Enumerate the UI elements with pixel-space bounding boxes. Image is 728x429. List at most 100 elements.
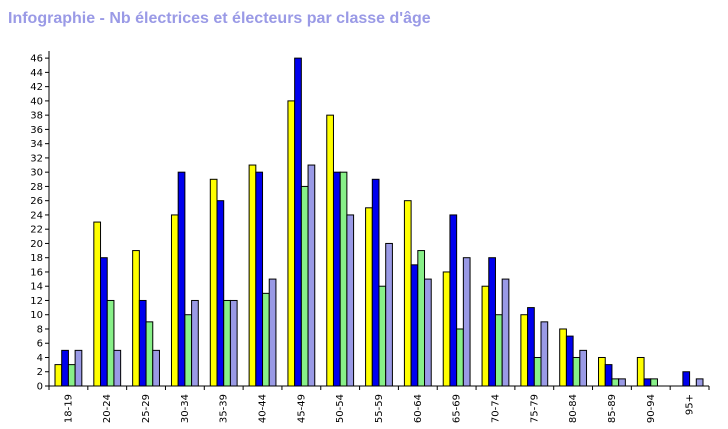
bar-45-49-s4: [307, 164, 316, 387]
bar-85-89-s3: [611, 378, 620, 387]
x-tick-label: 18-19: [63, 394, 74, 423]
bar-45-49-s3: [300, 185, 309, 387]
bar-70-74-s1: [481, 285, 490, 387]
bar-75-79-s1: [520, 314, 529, 387]
bar-18-19-s1: [54, 364, 63, 387]
bar-90-94-s1: [636, 356, 645, 387]
x-tick-label: 50-54: [335, 394, 346, 423]
bar-35-39-s1: [209, 178, 218, 387]
y-tick-label: 30: [30, 168, 43, 179]
bar-50-54-s1: [326, 114, 334, 387]
x-tick-label: 80-84: [568, 394, 579, 423]
bar-40-44-s2: [255, 171, 264, 387]
bar-20-24-s3: [106, 299, 115, 387]
bar-55-59-s4: [385, 242, 393, 387]
bar-85-89-s4: [618, 378, 626, 387]
bar-25-29-s1: [132, 250, 140, 387]
bar-60-64-s4: [424, 278, 432, 387]
y-tick-label: 6: [37, 339, 43, 350]
bar-35-39-s3: [223, 299, 231, 387]
bar-60-64-s2: [410, 264, 419, 387]
bar-25-29-s2: [138, 299, 147, 387]
x-tick-label: 95+: [685, 394, 696, 415]
y-tick-label: 38: [30, 111, 43, 122]
y-tick-label: 8: [37, 324, 43, 335]
bar-65-69-s3: [456, 328, 464, 387]
bar-50-54-s4: [346, 214, 355, 387]
y-tick-label: 12: [30, 296, 43, 307]
x-tick-label: 40-44: [258, 394, 269, 423]
bar-40-44-s1: [248, 164, 257, 387]
bar-25-29-s3: [145, 321, 154, 387]
x-tick-label: 55-59: [374, 394, 385, 423]
bar-75-79-s2: [527, 307, 535, 387]
y-tick-label: 42: [30, 82, 43, 93]
y-tick-label: 22: [30, 225, 43, 236]
bar-18-19-s4: [74, 349, 83, 387]
bar-20-24-s2: [100, 257, 108, 387]
bar-65-69-s1: [442, 271, 451, 387]
bar-18-19-s3: [67, 364, 76, 387]
x-axis: 18-19 20-24 25-29 30-34 35-39 40-44 45-49 50-54…: [48, 385, 710, 423]
bar-85-89-s1: [598, 356, 606, 387]
bar-50-54-s3: [339, 171, 348, 387]
x-tick-label: 25-29: [141, 394, 152, 423]
bar-30-34-s1: [170, 214, 179, 387]
bar-35-39-s2: [216, 200, 225, 387]
bar-85-89-s2: [604, 364, 613, 387]
bar-30-34-s4: [191, 299, 199, 387]
x-tick-label: 70-74: [490, 394, 501, 423]
x-tick-label: 20-24: [102, 394, 113, 423]
bar-95+-s4: [695, 378, 704, 387]
bar-45-49-s2: [294, 57, 302, 387]
y-tick-label: 46: [30, 54, 43, 65]
bar-35-39-s4: [229, 299, 238, 387]
x-tick-label: 85-89: [607, 394, 618, 423]
y-axis: 0246810121416182022242628303234363840424…: [30, 51, 50, 393]
y-tick-label: 2: [37, 367, 43, 378]
y-tick-label: 14: [30, 282, 43, 293]
bar-75-79-s3: [533, 356, 542, 387]
x-tick-label: 35-39: [219, 394, 230, 423]
bar-70-74-s4: [501, 278, 510, 387]
bar-55-59-s3: [378, 285, 387, 387]
bar-18-19-s2: [61, 349, 69, 387]
bar-70-74-s2: [488, 257, 496, 387]
x-tick-label: 45-49: [296, 394, 307, 423]
y-tick-label: 26: [30, 196, 43, 207]
y-tick-label: 0: [37, 382, 43, 393]
y-tick-label: 10: [30, 310, 43, 321]
y-tick-label: 34: [30, 139, 43, 150]
bar-65-69-s2: [449, 214, 458, 387]
y-tick-label: 40: [30, 96, 43, 107]
bar-45-49-s1: [287, 100, 296, 387]
y-tick-label: 32: [30, 153, 43, 164]
y-tick-label: 16: [30, 267, 43, 278]
bar-40-44-s4: [268, 278, 277, 387]
bar-80-84-s3: [572, 356, 581, 387]
x-tick-label: 60-64: [413, 394, 424, 423]
bar-60-64-s1: [403, 200, 412, 387]
y-tick-label: 24: [30, 210, 43, 221]
bar-60-64-s3: [417, 250, 426, 387]
bar-95+-s2: [682, 371, 691, 387]
y-tick-label: 36: [30, 125, 43, 136]
chart-title: Infographie - Nb électrices et électeurs…: [8, 10, 431, 27]
y-tick-label: 4: [37, 353, 43, 364]
bar-80-84-s2: [565, 335, 574, 387]
x-tick-label: 75-79: [529, 394, 540, 423]
y-tick-label: 18: [30, 253, 43, 264]
bar-55-59-s2: [371, 178, 380, 387]
bar-40-44-s3: [262, 292, 270, 387]
bar-90-94-s3: [650, 378, 658, 387]
bar-20-24-s1: [93, 221, 102, 387]
bar-80-84-s4: [579, 349, 588, 387]
bar-30-34-s2: [177, 171, 186, 387]
x-tick-label: 65-69: [452, 394, 463, 423]
bar-80-84-s1: [559, 328, 567, 387]
bar-50-54-s2: [332, 171, 341, 387]
bar-75-79-s4: [540, 321, 549, 387]
bar-65-69-s4: [462, 257, 471, 387]
bar-90-94-s2: [643, 378, 652, 387]
